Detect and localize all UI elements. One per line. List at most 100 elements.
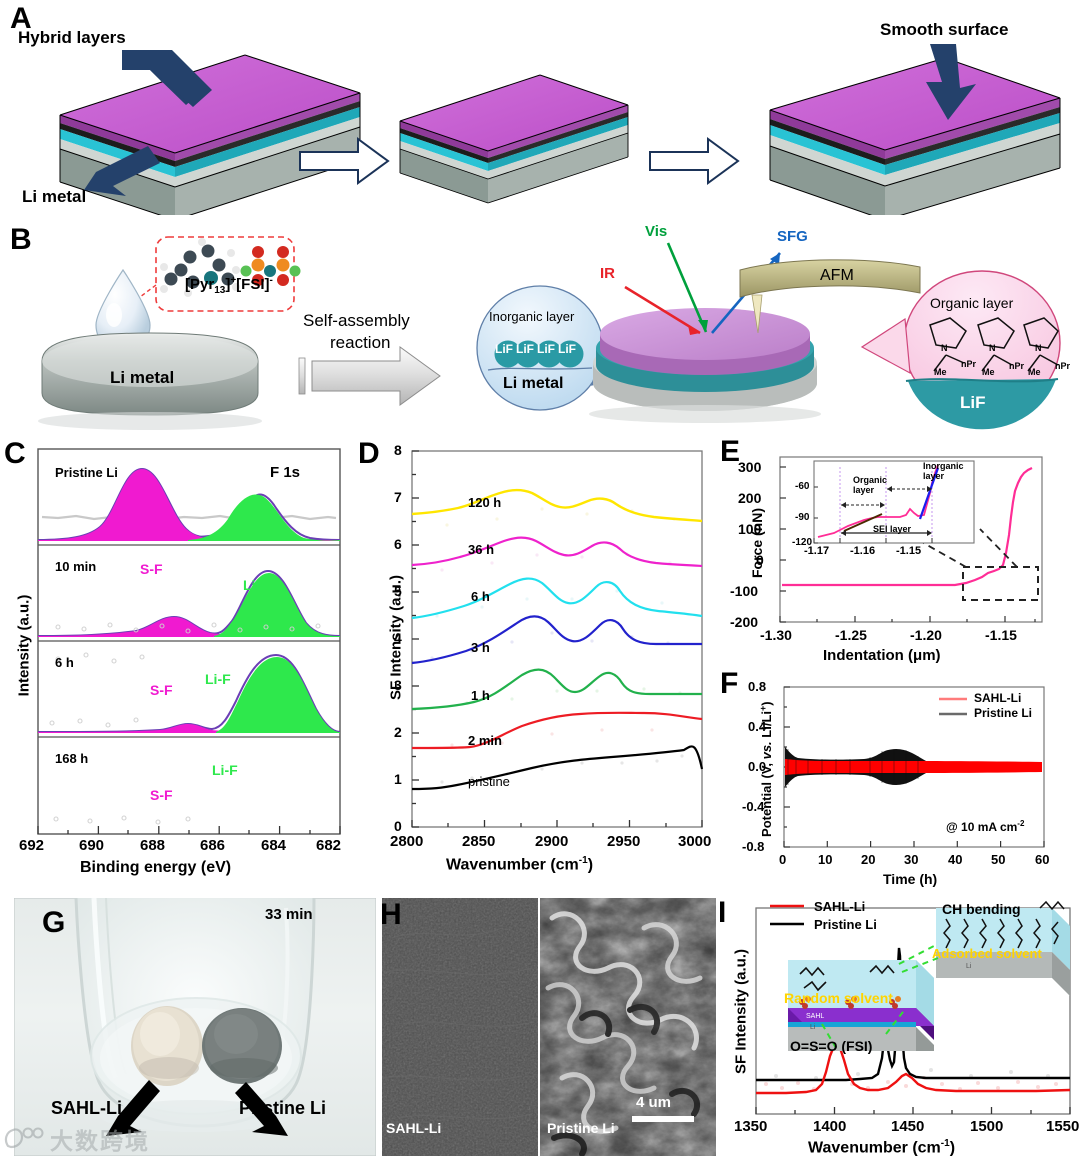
panel-d-xlabel-base: Wavenumber (cm <box>446 856 579 874</box>
peak-label-lif-3: Li-F <box>212 762 238 778</box>
panel-i-xtick-1: 1400 <box>813 1118 847 1135</box>
panel-e-inset-xtick-2: -1.15 <box>896 545 922 557</box>
panel-a-annotation-hybrid-layers: Hybrid layers <box>18 28 126 47</box>
panel-f-ytick-2: 0.0 <box>748 759 767 774</box>
panel-f-ylabel-sup: + <box>757 705 768 711</box>
panel-i-xlabel: Wavenumber (cm-1) <box>808 1138 955 1157</box>
panel-f-condition-sup: -2 <box>1017 819 1025 828</box>
ring-label-npr-2: nPr <box>1055 361 1071 371</box>
panel-g-annotation-pristine: Pristine Li <box>239 1098 327 1118</box>
panel-c-ylabel: Intensity (a.u.) <box>15 594 33 697</box>
fsi-charge: - <box>269 275 273 286</box>
panel-e-xtick-3: -1.15 <box>985 627 1017 643</box>
panel-d-chart <box>411 450 704 828</box>
lif-species-1: LiF <box>516 342 534 356</box>
beam-vis <box>666 242 708 333</box>
panel-d-xlabel: Wavenumber (cm-1) <box>446 855 593 874</box>
panel-i-xtick-2: 1450 <box>891 1118 925 1135</box>
beam-vis-label: Vis <box>645 223 668 240</box>
panel-h-right-caption: Pristine Li <box>547 1120 615 1136</box>
panel-e-xlabel-mu: μ <box>913 647 923 664</box>
panel-i-annotation-random-solvent: Random solvent <box>784 990 893 1006</box>
panel-e-label: E <box>720 435 741 468</box>
ring-label-me-0: Me <box>934 367 947 377</box>
panel-f-xtick-3: 30 <box>904 852 919 867</box>
panel-d-series-label-6h: 6 h <box>471 589 490 604</box>
panel-f-xtick-5: 50 <box>991 852 1006 867</box>
panel-d-ytick-7: 7 <box>394 489 402 505</box>
panel-d-xtick-0: 2800 <box>390 833 424 850</box>
panel-g-annotation-sahl: SAHL-Li <box>51 1098 122 1118</box>
ring-label-n-1: N <box>989 343 996 353</box>
panel-d-ytick-8: 8 <box>394 442 402 458</box>
panel-c-xtick-2: 688 <box>140 837 166 854</box>
panel-e-inset-xtick-1: -1.16 <box>850 545 876 557</box>
panel-e-xtick-1: -1.25 <box>835 627 867 643</box>
panel-d-ytick-3: 3 <box>394 677 402 693</box>
panel-d-series-label-3h: 3 h <box>471 640 490 655</box>
panel-e-inset-ytick-2: -60 <box>795 481 810 492</box>
ring-label-n-2: N <box>1035 343 1042 353</box>
inset-inorganic-layer-l2: layer <box>923 471 945 481</box>
panel-g-label: G <box>42 906 66 939</box>
ring-label-me-2: Me <box>1028 367 1041 377</box>
inorganic-bubble-base: Li metal <box>503 375 564 392</box>
panel-f-legend-label-0: SAHL-Li <box>974 691 1022 705</box>
panel-i-legend-label-0: SAHL-Li <box>814 899 866 914</box>
panel-i-label: I <box>718 896 727 929</box>
li-metal-arrow <box>84 146 160 196</box>
pyr-charge: + <box>230 275 237 286</box>
panel-g-photo <box>14 898 376 1156</box>
panel-i-legend-label-1: Pristine Li <box>814 917 877 932</box>
panel-e-xtick-0: -1.30 <box>760 627 792 643</box>
panel-c-xtick-5: 682 <box>316 837 342 854</box>
panel-h-left-caption: SAHL-Li <box>386 1120 442 1136</box>
panel-f-xlabel: Time (h) <box>883 871 938 887</box>
panel-e-ytick-1: -100 <box>730 583 759 599</box>
panel-i-annotation-ch-bending: CH bending <box>942 901 1021 917</box>
smooth-surface-arrow <box>926 44 976 120</box>
panel-c-row-label-1: 10 min <box>55 559 97 574</box>
panel-e-inset-ytick-0: -120 <box>792 537 813 548</box>
panel-b-substrate-label: Li metal <box>110 368 175 387</box>
panel-d-xtick-2: 2900 <box>535 833 569 850</box>
panel-d: D <box>358 437 718 895</box>
panel-c-title-f1s: F 1s <box>270 464 301 481</box>
panel-b-label: B <box>10 223 32 256</box>
panel-i-inset-right-layer-0: Li <box>966 963 972 970</box>
panel-h-label: H <box>380 898 402 931</box>
panel-d-xlabel-end: ) <box>587 856 594 874</box>
pyr-bracket: ] <box>225 276 231 293</box>
panel-i-xlabel-end: ) <box>949 1139 956 1157</box>
panel-g: G 33 min SAHL-Li Pristine Li <box>14 898 376 1156</box>
panel-i-annotation-fsi-peak: O=S=O (FSI) <box>790 1038 873 1054</box>
organic-layer-title: Organic layer <box>930 295 1014 311</box>
inset-sei-layer: SEI layer <box>873 524 912 534</box>
inset-organic-layer-l2: layer <box>853 485 875 495</box>
panel-d-xtick-1: 2850 <box>462 833 496 850</box>
panel-i-xtick-3: 1500 <box>970 1118 1004 1135</box>
panel-a-annotation-li-metal: Li metal <box>22 187 87 206</box>
panel-c-label: C <box>4 437 26 470</box>
panel-f-chart <box>783 686 1045 848</box>
panel-d-ytick-0: 0 <box>394 818 402 834</box>
panel-i-inset-left <box>788 960 934 1051</box>
panel-d-xtick-4: 3000 <box>678 833 712 850</box>
hybrid-layers-arrow <box>122 50 212 107</box>
self-assembly-arrow <box>298 346 441 406</box>
panel-f-legend-label-1: Pristine Li <box>974 706 1033 720</box>
panel-f-xtick-6: 60 <box>1035 852 1050 867</box>
beam-ir <box>624 285 701 335</box>
watermark: 大数跨境 <box>4 1122 150 1156</box>
panel-i-xlabel-sup: -1 <box>940 1138 950 1149</box>
panel-d-series-label-pristine: pristine <box>468 774 510 789</box>
panel-i-xlabel-base: Wavenumber (cm <box>808 1139 941 1157</box>
panel-c-xtick-1: 690 <box>79 837 105 854</box>
panel-i-chart <box>755 900 1071 1115</box>
panel-b-diagram <box>38 236 1061 430</box>
ring-label-me-1: Me <box>982 367 995 377</box>
panel-a: A <box>0 0 1080 215</box>
ring-label-npr-0: nPr <box>961 359 977 369</box>
panel-c-row-label-0: Pristine Li <box>55 465 118 480</box>
sample-disc <box>589 308 821 423</box>
